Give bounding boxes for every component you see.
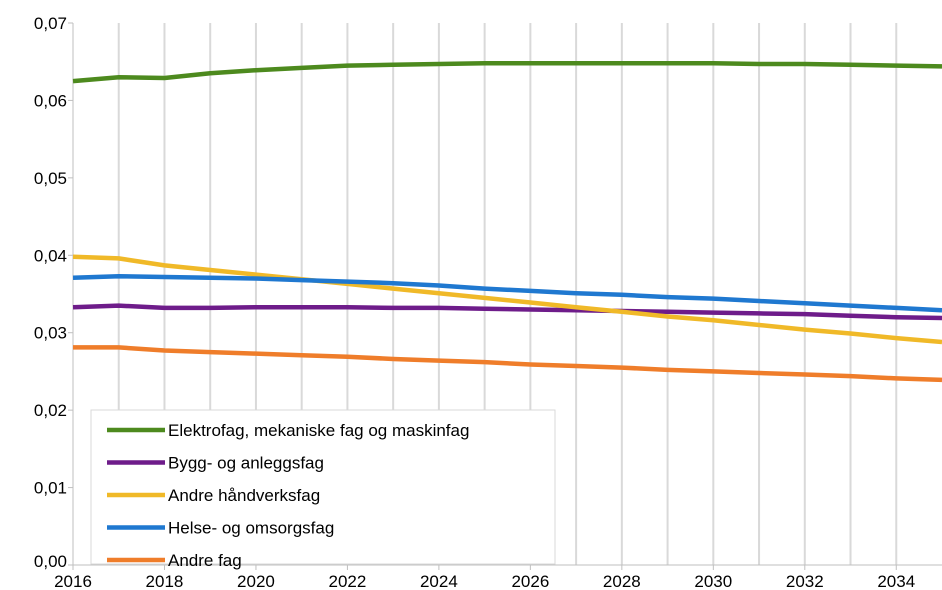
series-line-2 [72,303,942,321]
x-tick-label: 2020 [237,572,275,590]
x-tick-label: 2032 [786,572,824,590]
series-line-5 [73,345,942,383]
legend-label: Elektrofag, mekaniske fag og maskinfag [168,421,469,440]
y-tick-label: 0,07 [34,14,67,33]
legend: Elektrofag, mekaniske fag og maskinfag By… [90,409,556,570]
series-line-4 [72,273,942,313]
series-line-3 [72,254,942,345]
x-tick-label: 2028 [603,572,641,590]
series-group [72,61,942,383]
x-tick-label: 2026 [511,572,549,590]
x-tick-label: 2022 [329,572,367,590]
y-tick-label: 0,05 [34,169,67,188]
legend-box [90,409,556,565]
legend-label: Andre fag [168,551,242,570]
axes: 0,00 0,01 0,02 0,03 0,04 0,05 0,06 0,07 2016 2018… [34,14,942,590]
legend-label: Helse- og omsorgsfag [168,519,334,538]
legend-label: Andre håndverksfag [168,486,320,505]
x-tick-label: 2016 [54,572,92,590]
y-tick-label: 0,03 [34,324,67,343]
x-tick-label: 2034 [877,572,915,590]
x-tick-label: 2024 [420,572,458,590]
y-tick-label: 0,01 [34,479,67,498]
y-tick-label: 0,00 [34,552,67,571]
x-tick-label: 2030 [694,572,732,590]
y-tick-label: 0,04 [34,246,67,265]
x-tick-label: 2018 [146,572,184,590]
y-tick-label: 0,02 [34,401,67,420]
grid [117,23,898,565]
legend-label: Bygg- og anleggsfag [168,454,324,473]
series-line-1 [72,61,942,84]
y-tick-label: 0,06 [34,91,67,110]
